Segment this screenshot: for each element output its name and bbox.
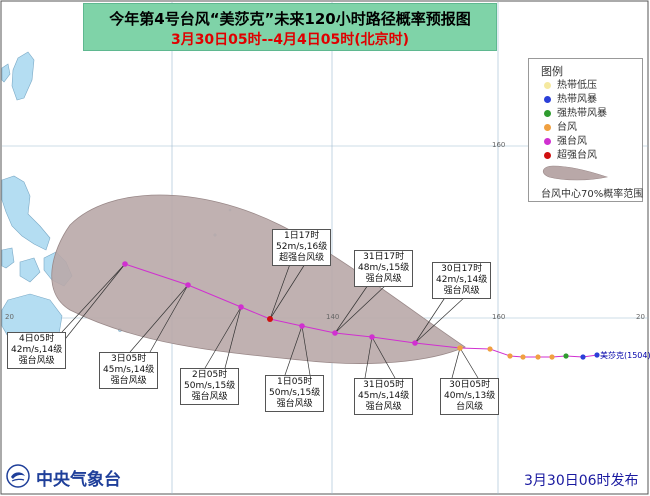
legend-item-typhoon: 台风 xyxy=(544,121,577,135)
marker-apr1-17 xyxy=(267,316,273,322)
leader-lines xyxy=(57,263,479,379)
legend: 图例 热带低压 热带风暴 强热带风暴 台风 强台风 超强台风 台风中心70%概率… xyxy=(528,58,643,202)
marker-mar30-17 xyxy=(412,340,418,346)
taiwan-island xyxy=(11,51,35,101)
legend-item-severe-tropical-storm: 强热带风暴 xyxy=(544,107,607,121)
grid-label-lon160: 160 xyxy=(492,313,506,321)
visayas-island xyxy=(19,257,41,283)
leader-apr1-17 xyxy=(269,263,291,320)
marker-apr2-05 xyxy=(238,304,244,310)
legend-title: 图例 xyxy=(541,65,563,78)
marker-apr4-05 xyxy=(122,261,128,267)
cma-logo: 中央气象台 xyxy=(4,462,204,490)
release-time: 3月30日06时发布 xyxy=(524,473,639,489)
forecast-label-apr1-17: 1日17时 52m/s,16级 超强台风级 xyxy=(272,229,332,266)
marker-typhoon xyxy=(549,354,555,360)
marker-typhoon xyxy=(535,354,541,360)
typhoon-icon xyxy=(544,123,551,131)
issuer-name: 中央气象台 xyxy=(36,470,121,490)
forecast-label-mar30-17: 30日17时 42m/s,14级 强台风级 xyxy=(432,262,492,299)
past-track-markers xyxy=(487,346,600,360)
mindoro-island xyxy=(1,247,15,269)
page-title: 今年第4号台风“美莎克”未来120小时路径概率预报图 xyxy=(109,10,471,28)
luzon-island xyxy=(1,175,51,251)
marker-mar31-17 xyxy=(332,330,338,336)
tropical-depression-icon xyxy=(544,81,551,89)
title-box: 今年第4号台风“美莎克”未来120小时路径概率预报图 3月30日05时--4月4… xyxy=(83,3,497,51)
forecast-label-mar30-05: 30日05时 40m/s,13级 台风级 xyxy=(440,378,500,415)
cma-emblem-icon xyxy=(6,464,30,488)
forecast-label-apr2-05: 2日05时 50m/s,15级 强台风级 xyxy=(180,368,240,405)
marker-typhoon xyxy=(520,354,526,360)
probability-cone-icon xyxy=(542,165,609,181)
leader-apr4 xyxy=(61,263,126,333)
typhoon-name-label: 美莎克(1504) xyxy=(600,351,650,360)
forecast-label-mar31-17: 31日17时 48m/s,15级 强台风级 xyxy=(354,250,414,287)
forecast-label-apr4-05: 4日05时 42m/s,14级 强台风级 xyxy=(7,332,67,369)
forecast-label-apr3-05: 3日05时 45m/s,14级 强台风级 xyxy=(99,352,159,389)
grid-label-lon160-top: 160 xyxy=(492,141,506,149)
leader-mar31-17 xyxy=(334,284,369,334)
tropical-storm-icon xyxy=(544,95,551,103)
leader-apr2 xyxy=(204,306,242,369)
marker-apr3-05 xyxy=(185,282,191,288)
severe-typhoon-icon xyxy=(544,137,551,145)
marker-severe-tropical-storm xyxy=(563,353,569,359)
severe-tropical-storm-icon xyxy=(544,109,551,117)
legend-item-tropical-depression: 热带低压 xyxy=(544,79,597,93)
forecast-markers xyxy=(122,261,463,351)
grid-label-lon140: 140 xyxy=(326,313,340,321)
forecast-label-apr1-05: 1日05时 50m/s,15级 强台风级 xyxy=(265,375,325,412)
leader-mar31-05 xyxy=(364,336,373,379)
leader-mar30-05 xyxy=(451,347,461,379)
marker-tropical-storm xyxy=(580,354,586,360)
super-typhoon-icon xyxy=(544,151,551,159)
marker-tropical-storm xyxy=(594,352,600,358)
leader-mar30-17 xyxy=(414,295,447,344)
grid-label-lat20: 20 xyxy=(5,313,14,321)
leader-apr1-05 xyxy=(284,325,303,376)
marker-mar31-05 xyxy=(369,334,375,340)
grid-label-lat20-right: 20 xyxy=(636,313,645,321)
marker-apr1-05 xyxy=(299,323,305,329)
legend-item-severe-typhoon: 强台风 xyxy=(544,135,587,149)
mainland-coast xyxy=(1,63,11,83)
marker-mar30-05 xyxy=(457,345,463,351)
leader-apr3 xyxy=(129,284,189,353)
legend-cone-label: 台风中心70%概率范围 xyxy=(541,189,644,200)
forecast-label-mar31-05: 31日05时 45m/s,14级 强台风级 xyxy=(354,378,414,415)
marker-typhoon xyxy=(507,353,513,359)
legend-item-tropical-storm: 热带风暴 xyxy=(544,93,597,107)
forecast-period: 3月30日05时--4月4日05时(北京时) xyxy=(170,32,410,48)
marker-typhoon xyxy=(487,346,493,352)
legend-item-super-typhoon: 超强台风 xyxy=(544,149,597,163)
